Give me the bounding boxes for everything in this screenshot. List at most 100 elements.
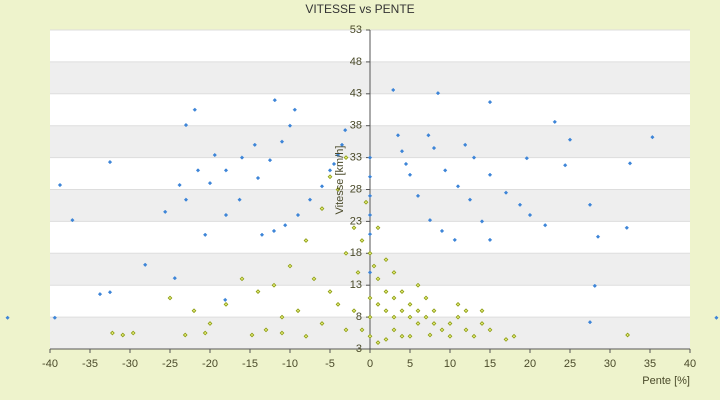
point [279,314,285,320]
point [587,202,593,207]
point [399,149,405,154]
point [287,123,293,128]
point [447,321,453,326]
point [271,282,277,288]
point [431,321,437,326]
point [375,340,381,345]
x-tick-label: -10 [282,358,298,370]
point [335,187,341,192]
point [391,327,397,333]
point [543,223,548,228]
point [367,212,373,218]
point [399,289,405,294]
point [343,250,349,256]
x-tick-label: 0 [367,358,373,370]
point [223,168,229,173]
point [177,182,182,188]
point [455,184,461,189]
x-tick-label: -5 [325,358,335,370]
point [407,301,413,307]
point [207,321,213,326]
point [351,225,357,231]
point [375,276,381,282]
point [203,232,208,237]
point [292,107,297,112]
point [624,225,629,230]
point [391,270,397,275]
point [407,314,413,320]
y-tick-label: 48 [350,56,362,68]
point [107,159,113,165]
point [587,320,593,325]
point [407,333,413,339]
x-tick-label: 25 [564,358,576,370]
point [335,152,341,158]
point [391,314,397,320]
point [359,327,365,333]
point [5,315,10,320]
point [335,301,341,307]
point [295,212,301,218]
point [567,137,573,142]
x-tick-label: 5 [407,358,413,370]
y-tick-label: 33 [350,152,362,164]
point [255,175,261,181]
point [239,276,245,282]
point [455,314,461,320]
point [407,172,413,177]
point [183,122,189,128]
y-tick-label: 18 [350,247,362,259]
point [192,107,197,112]
point [592,283,597,288]
point [295,308,301,314]
point [650,135,655,140]
point [487,327,493,333]
point [431,145,437,151]
point [367,155,373,160]
point [471,333,477,339]
point [383,308,389,314]
point [415,282,421,288]
point [517,202,523,207]
point [331,161,337,167]
y-tick-label: 23 [350,215,362,227]
x-tick-label: 15 [484,358,496,370]
point [319,184,325,189]
point [343,155,349,160]
point [383,337,389,342]
point [249,332,255,338]
x-tick-label: -40 [42,358,58,370]
point [319,206,325,212]
point [552,119,557,125]
point [391,87,396,93]
point [191,308,197,314]
point [327,168,333,173]
point [167,295,173,301]
point [367,295,373,301]
point [367,250,373,256]
point [375,301,381,307]
y-tick-label: 8 [356,311,362,323]
point [455,301,461,307]
point [279,330,285,336]
point [343,128,348,133]
point [452,237,457,243]
point [447,333,453,339]
point [524,156,529,161]
point [57,182,63,188]
point [511,333,517,339]
point [252,142,257,147]
point [283,223,288,228]
point [714,315,719,320]
point [487,99,493,105]
point [375,225,381,231]
point [479,308,485,314]
point [339,142,345,147]
point [107,290,113,295]
point [97,291,103,297]
y-tick-label: 13 [350,279,362,291]
point [471,155,477,160]
point [627,161,633,166]
point [303,333,309,339]
